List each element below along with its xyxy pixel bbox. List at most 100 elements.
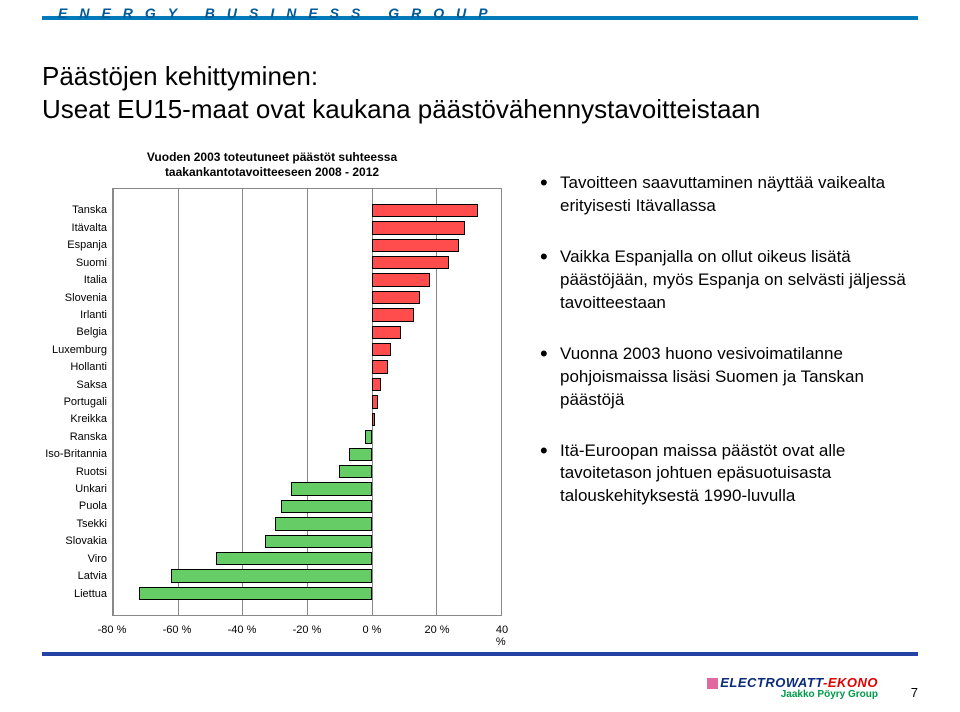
chart-bar bbox=[372, 360, 388, 373]
chart-bar bbox=[339, 465, 371, 478]
chart-bar-label: Tanska bbox=[72, 204, 113, 216]
bullet-item: Vuonna 2003 huono vesivoimatilanne pohjo… bbox=[538, 343, 918, 412]
chart-bar-row: Iso-Britannia bbox=[113, 446, 501, 463]
chart-title: Vuoden 2003 toteutuneet päästöt suhteess… bbox=[42, 150, 502, 180]
slide-title: Päästöjen kehittyminen: Useat EU15-maat … bbox=[42, 60, 918, 125]
chart-plot: TanskaItävaltaEspanjaSuomiItaliaSlovenia… bbox=[112, 188, 502, 616]
chart-bar-row: Italia bbox=[113, 271, 501, 288]
logo-subline: Jaakko Pöyry Group bbox=[707, 689, 878, 700]
chart-area: TanskaItävaltaEspanjaSuomiItaliaSlovenia… bbox=[112, 188, 502, 640]
chart-x-tick-label: 40 % bbox=[496, 624, 508, 648]
chart-bar-row: Slovakia bbox=[113, 533, 501, 550]
chart-bar-row: Hollanti bbox=[113, 358, 501, 375]
chart-bar-label: Liettua bbox=[74, 588, 113, 600]
logo-text-a: ELECTROWATT bbox=[720, 675, 823, 690]
bullet-item: Tavoitteen saavuttaminen näyttää vaikeal… bbox=[538, 172, 918, 218]
footer: ELECTROWATT-EKONO Jaakko Pöyry Group 7 bbox=[42, 652, 918, 702]
chart-bar bbox=[349, 448, 372, 461]
chart-bar bbox=[216, 552, 371, 565]
chart-bar bbox=[365, 430, 371, 443]
chart-x-tick-label: -60 % bbox=[163, 624, 192, 636]
bullet-item: Vaikka Espanjalla on ollut oikeus lisätä… bbox=[538, 246, 918, 315]
chart-bar-row: Luxemburg bbox=[113, 341, 501, 358]
title-line-2: Useat EU15-maat ovat kaukana päästövähen… bbox=[42, 93, 918, 126]
chart-bar bbox=[372, 326, 401, 339]
chart-bar bbox=[372, 378, 382, 391]
chart-bar-row: Unkari bbox=[113, 480, 501, 497]
chart-bar-label: Kreikka bbox=[70, 413, 113, 425]
chart-bar bbox=[372, 413, 375, 426]
header-band: ENERGY BUSINESS GROUP bbox=[0, 0, 960, 34]
logo-square-icon bbox=[707, 678, 718, 689]
chart-bar bbox=[372, 204, 479, 217]
chart-bar bbox=[372, 291, 421, 304]
main-content: Vuoden 2003 toteutuneet päästöt suhteess… bbox=[42, 150, 918, 642]
chart-bar bbox=[372, 343, 391, 356]
title-line-1: Päästöjen kehittyminen: bbox=[42, 60, 918, 93]
chart-bar bbox=[171, 569, 371, 582]
bullet-list: Tavoitteen saavuttaminen näyttää vaikeal… bbox=[538, 172, 918, 508]
chart-bar bbox=[372, 239, 459, 252]
footer-logo: ELECTROWATT-EKONO Jaakko Pöyry Group bbox=[707, 675, 878, 700]
chart-bar bbox=[265, 535, 372, 548]
chart-panel: Vuoden 2003 toteutuneet päästöt suhteess… bbox=[42, 150, 502, 640]
chart-x-tick-label: -20 % bbox=[293, 624, 322, 636]
chart-bar-label: Slovenia bbox=[65, 292, 113, 304]
chart-title-line1: Vuoden 2003 toteutuneet päästöt suhteess… bbox=[147, 150, 397, 164]
chart-x-tick-label: 0 % bbox=[363, 624, 382, 636]
chart-bar-row: Portugali bbox=[113, 393, 501, 410]
chart-bar-label: Puola bbox=[79, 500, 113, 512]
chart-bar-label: Portugali bbox=[64, 396, 113, 408]
chart-x-tick-label: 20 % bbox=[424, 624, 449, 636]
chart-bar-row: Itävalta bbox=[113, 219, 501, 236]
chart-bar-label: Ruotsi bbox=[76, 466, 113, 478]
chart-bar-row: Liettua bbox=[113, 585, 501, 602]
chart-bar-label: Latvia bbox=[78, 570, 113, 582]
chart-bar-label: Hollanti bbox=[70, 361, 113, 373]
chart-bar bbox=[291, 482, 372, 495]
chart-bar-row: Puola bbox=[113, 498, 501, 515]
chart-bar bbox=[281, 500, 372, 513]
chart-bar-row: Tanska bbox=[113, 202, 501, 219]
chart-bar bbox=[372, 308, 414, 321]
chart-bar-label: Viro bbox=[88, 553, 113, 565]
chart-bar-label: Belgia bbox=[76, 326, 113, 338]
chart-bar-label: Suomi bbox=[76, 257, 113, 269]
chart-bar bbox=[372, 221, 466, 234]
chart-bar-label: Iso-Britannia bbox=[45, 448, 113, 460]
chart-bar-label: Irlanti bbox=[80, 309, 113, 321]
chart-bar-row: Kreikka bbox=[113, 411, 501, 428]
chart-bar-row: Irlanti bbox=[113, 306, 501, 323]
chart-bar-row: Viro bbox=[113, 550, 501, 567]
chart-bar-row: Latvia bbox=[113, 567, 501, 584]
chart-bar-row: Tsekki bbox=[113, 515, 501, 532]
chart-bar bbox=[372, 395, 378, 408]
chart-bar bbox=[275, 517, 372, 530]
chart-bar-label: Espanja bbox=[67, 239, 113, 251]
chart-bar-label: Itävalta bbox=[72, 222, 113, 234]
chart-bar-row: Belgia bbox=[113, 324, 501, 341]
chart-bar bbox=[372, 273, 430, 286]
chart-gridline bbox=[501, 189, 502, 615]
chart-bar-row: Ruotsi bbox=[113, 463, 501, 480]
chart-bar-row: Espanja bbox=[113, 237, 501, 254]
chart-bar-row: Saksa bbox=[113, 376, 501, 393]
chart-bar-label: Ranska bbox=[70, 431, 113, 443]
chart-bar-row: Ranska bbox=[113, 428, 501, 445]
chart-bar-label: Luxemburg bbox=[52, 344, 113, 356]
chart-bar-label: Unkari bbox=[75, 483, 113, 495]
chart-bar-label: Saksa bbox=[76, 379, 113, 391]
chart-bar-label: Tsekki bbox=[76, 518, 113, 530]
bullet-item: Itä-Euroopan maissa päästöt ovat alle ta… bbox=[538, 440, 918, 509]
chart-bar-label: Slovakia bbox=[65, 535, 113, 547]
logo-text-b: -EKONO bbox=[823, 675, 878, 690]
chart-x-axis: -80 %-60 %-40 %-20 %0 %20 %40 % bbox=[112, 620, 502, 640]
header-brand: ENERGY BUSINESS GROUP bbox=[58, 5, 500, 21]
chart-title-line2: taakankantotavoitteeseen 2008 - 2012 bbox=[165, 165, 379, 179]
chart-bar-row: Suomi bbox=[113, 254, 501, 271]
page-number: 7 bbox=[911, 685, 918, 700]
bullet-panel: Tavoitteen saavuttaminen näyttää vaikeal… bbox=[502, 150, 918, 642]
chart-bar bbox=[139, 587, 372, 600]
chart-bar bbox=[372, 256, 450, 269]
slide-page: ENERGY BUSINESS GROUP Päästöjen kehittym… bbox=[0, 0, 960, 712]
